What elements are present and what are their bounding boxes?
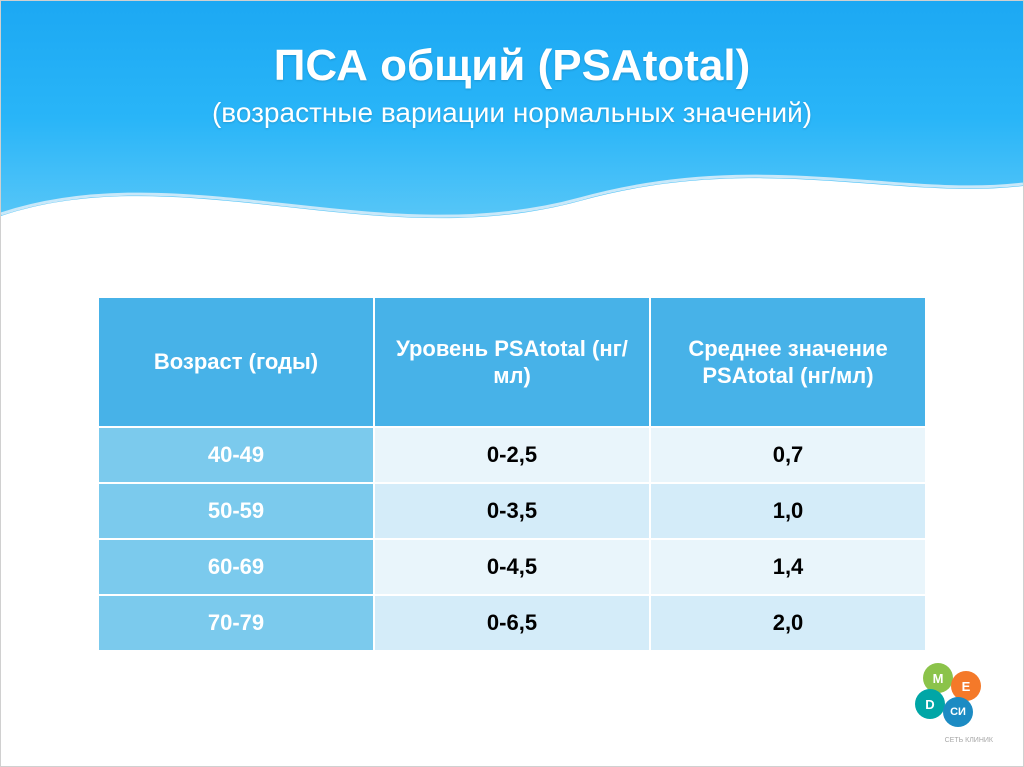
- header-band: ПСА общий (PSAtotal) (возрастные вариаци…: [1, 1, 1023, 236]
- cell-age: 70-79: [98, 595, 374, 651]
- cell-age: 50-59: [98, 483, 374, 539]
- cell-level: 0-3,5: [374, 483, 650, 539]
- cell-level: 0-6,5: [374, 595, 650, 651]
- table-container: Возраст (годы) Уровень PSAtotal (нг/мл) …: [97, 296, 927, 652]
- cell-age: 40-49: [98, 427, 374, 483]
- page-subtitle: (возрастные вариации нормальных значений…: [1, 97, 1023, 129]
- table-header-row: Возраст (годы) Уровень PSAtotal (нг/мл) …: [98, 297, 926, 427]
- wave-decoration: [1, 146, 1023, 236]
- cell-age: 60-69: [98, 539, 374, 595]
- cell-level: 0-4,5: [374, 539, 650, 595]
- table-row: 70-79 0-6,5 2,0: [98, 595, 926, 651]
- logo-letter-d: D: [915, 689, 945, 719]
- cell-mean: 1,4: [650, 539, 926, 595]
- logo-letter-si: СИ: [943, 697, 973, 727]
- col-header-age: Возраст (годы): [98, 297, 374, 427]
- logo-caption: СЕТЬ КЛИНИК: [913, 737, 993, 744]
- cell-level: 0-2,5: [374, 427, 650, 483]
- psa-table: Возраст (годы) Уровень PSAtotal (нг/мл) …: [97, 296, 927, 652]
- table-row: 40-49 0-2,5 0,7: [98, 427, 926, 483]
- logo-circles: М E D СИ: [913, 663, 993, 733]
- col-header-mean: Среднее значение PSAtotal (нг/мл): [650, 297, 926, 427]
- cell-mean: 1,0: [650, 483, 926, 539]
- table-row: 50-59 0-3,5 1,0: [98, 483, 926, 539]
- col-header-level: Уровень PSAtotal (нг/мл): [374, 297, 650, 427]
- cell-mean: 2,0: [650, 595, 926, 651]
- slide: ПСА общий (PSAtotal) (возрастные вариаци…: [0, 0, 1024, 767]
- table-row: 60-69 0-4,5 1,4: [98, 539, 926, 595]
- brand-logo: М E D СИ СЕТЬ КЛИНИК: [913, 663, 993, 744]
- page-title: ПСА общий (PSAtotal): [1, 1, 1023, 91]
- cell-mean: 0,7: [650, 427, 926, 483]
